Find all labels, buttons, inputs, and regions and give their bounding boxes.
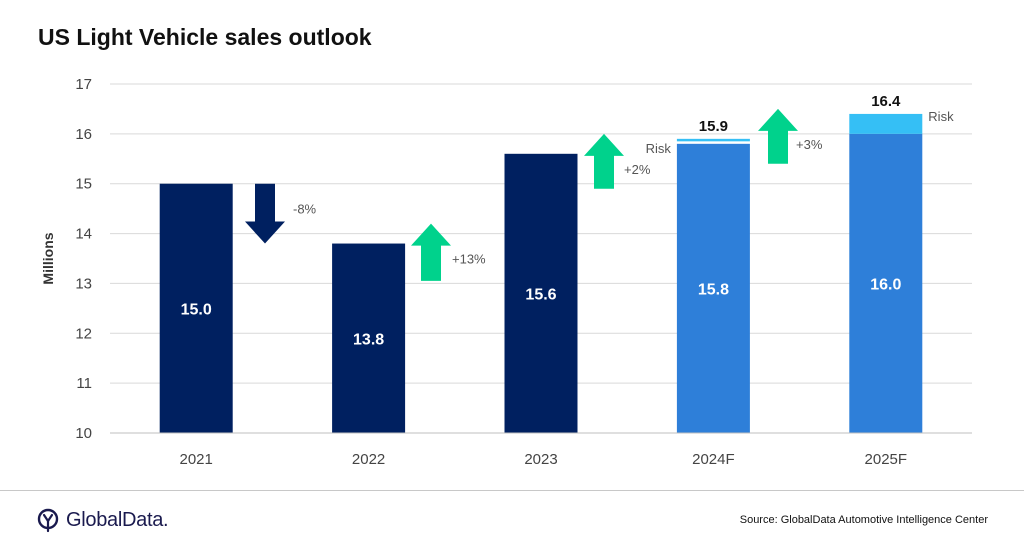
y-tick-label: 10	[75, 425, 92, 442]
risk-label: Risk	[928, 109, 954, 124]
bar	[504, 153, 578, 434]
bar-value-label: 15.8	[698, 281, 729, 298]
chart-title: US Light Vehicle sales outlook	[38, 24, 372, 50]
x-tick-label: 2021	[180, 451, 213, 468]
change-label: +3%	[796, 137, 823, 152]
bar	[849, 133, 923, 433]
globaldata-logo: GlobalData.	[36, 505, 169, 535]
bar	[332, 243, 406, 433]
bar-value-label: 15.0	[181, 301, 212, 318]
footer-divider	[0, 490, 1024, 491]
brand-name: GlobalData.	[66, 508, 169, 531]
y-tick-label: 14	[75, 226, 92, 243]
y-tick-label: 17	[75, 76, 92, 93]
y-axis-label: Millions	[40, 232, 56, 284]
change-label: +13%	[452, 252, 486, 267]
y-tick-label: 16	[75, 126, 92, 143]
y-tick-label: 13	[75, 275, 92, 292]
arrow-up-icon	[758, 108, 798, 164]
change-label: +2%	[624, 162, 651, 177]
y-tick-label: 15	[75, 176, 92, 193]
total-value-label: 16.4	[871, 93, 901, 110]
y-tick-label: 12	[75, 325, 92, 342]
arrow-up-icon	[411, 223, 451, 281]
globaldata-logo-icon	[37, 508, 59, 533]
x-tick-label: 2024F	[692, 451, 735, 468]
arrow-down-icon	[245, 183, 285, 244]
risk-segment	[849, 113, 923, 134]
x-tick-label: 2023	[524, 451, 557, 468]
change-label: -8%	[293, 202, 317, 217]
x-tick-label: 2025F	[865, 451, 908, 468]
bar	[676, 143, 750, 434]
bar-value-label: 15.6	[525, 286, 556, 303]
bar-chart: 10 11 12 13 14 15 16 17 Millions 15.0 2021 13.8 2022…	[40, 76, 972, 468]
bar	[159, 183, 233, 433]
total-value-label: 15.9	[699, 118, 728, 135]
risk-segment	[676, 138, 750, 142]
source-note: Source: GlobalData Automotive Intelligen…	[739, 514, 988, 526]
x-tick-label: 2022	[352, 451, 385, 468]
y-tick-label: 11	[76, 375, 92, 392]
bar-value-label: 16.0	[870, 276, 901, 293]
bar-value-label: 13.8	[353, 331, 384, 348]
arrow-up-icon	[584, 133, 624, 189]
risk-label: Risk	[646, 141, 672, 156]
